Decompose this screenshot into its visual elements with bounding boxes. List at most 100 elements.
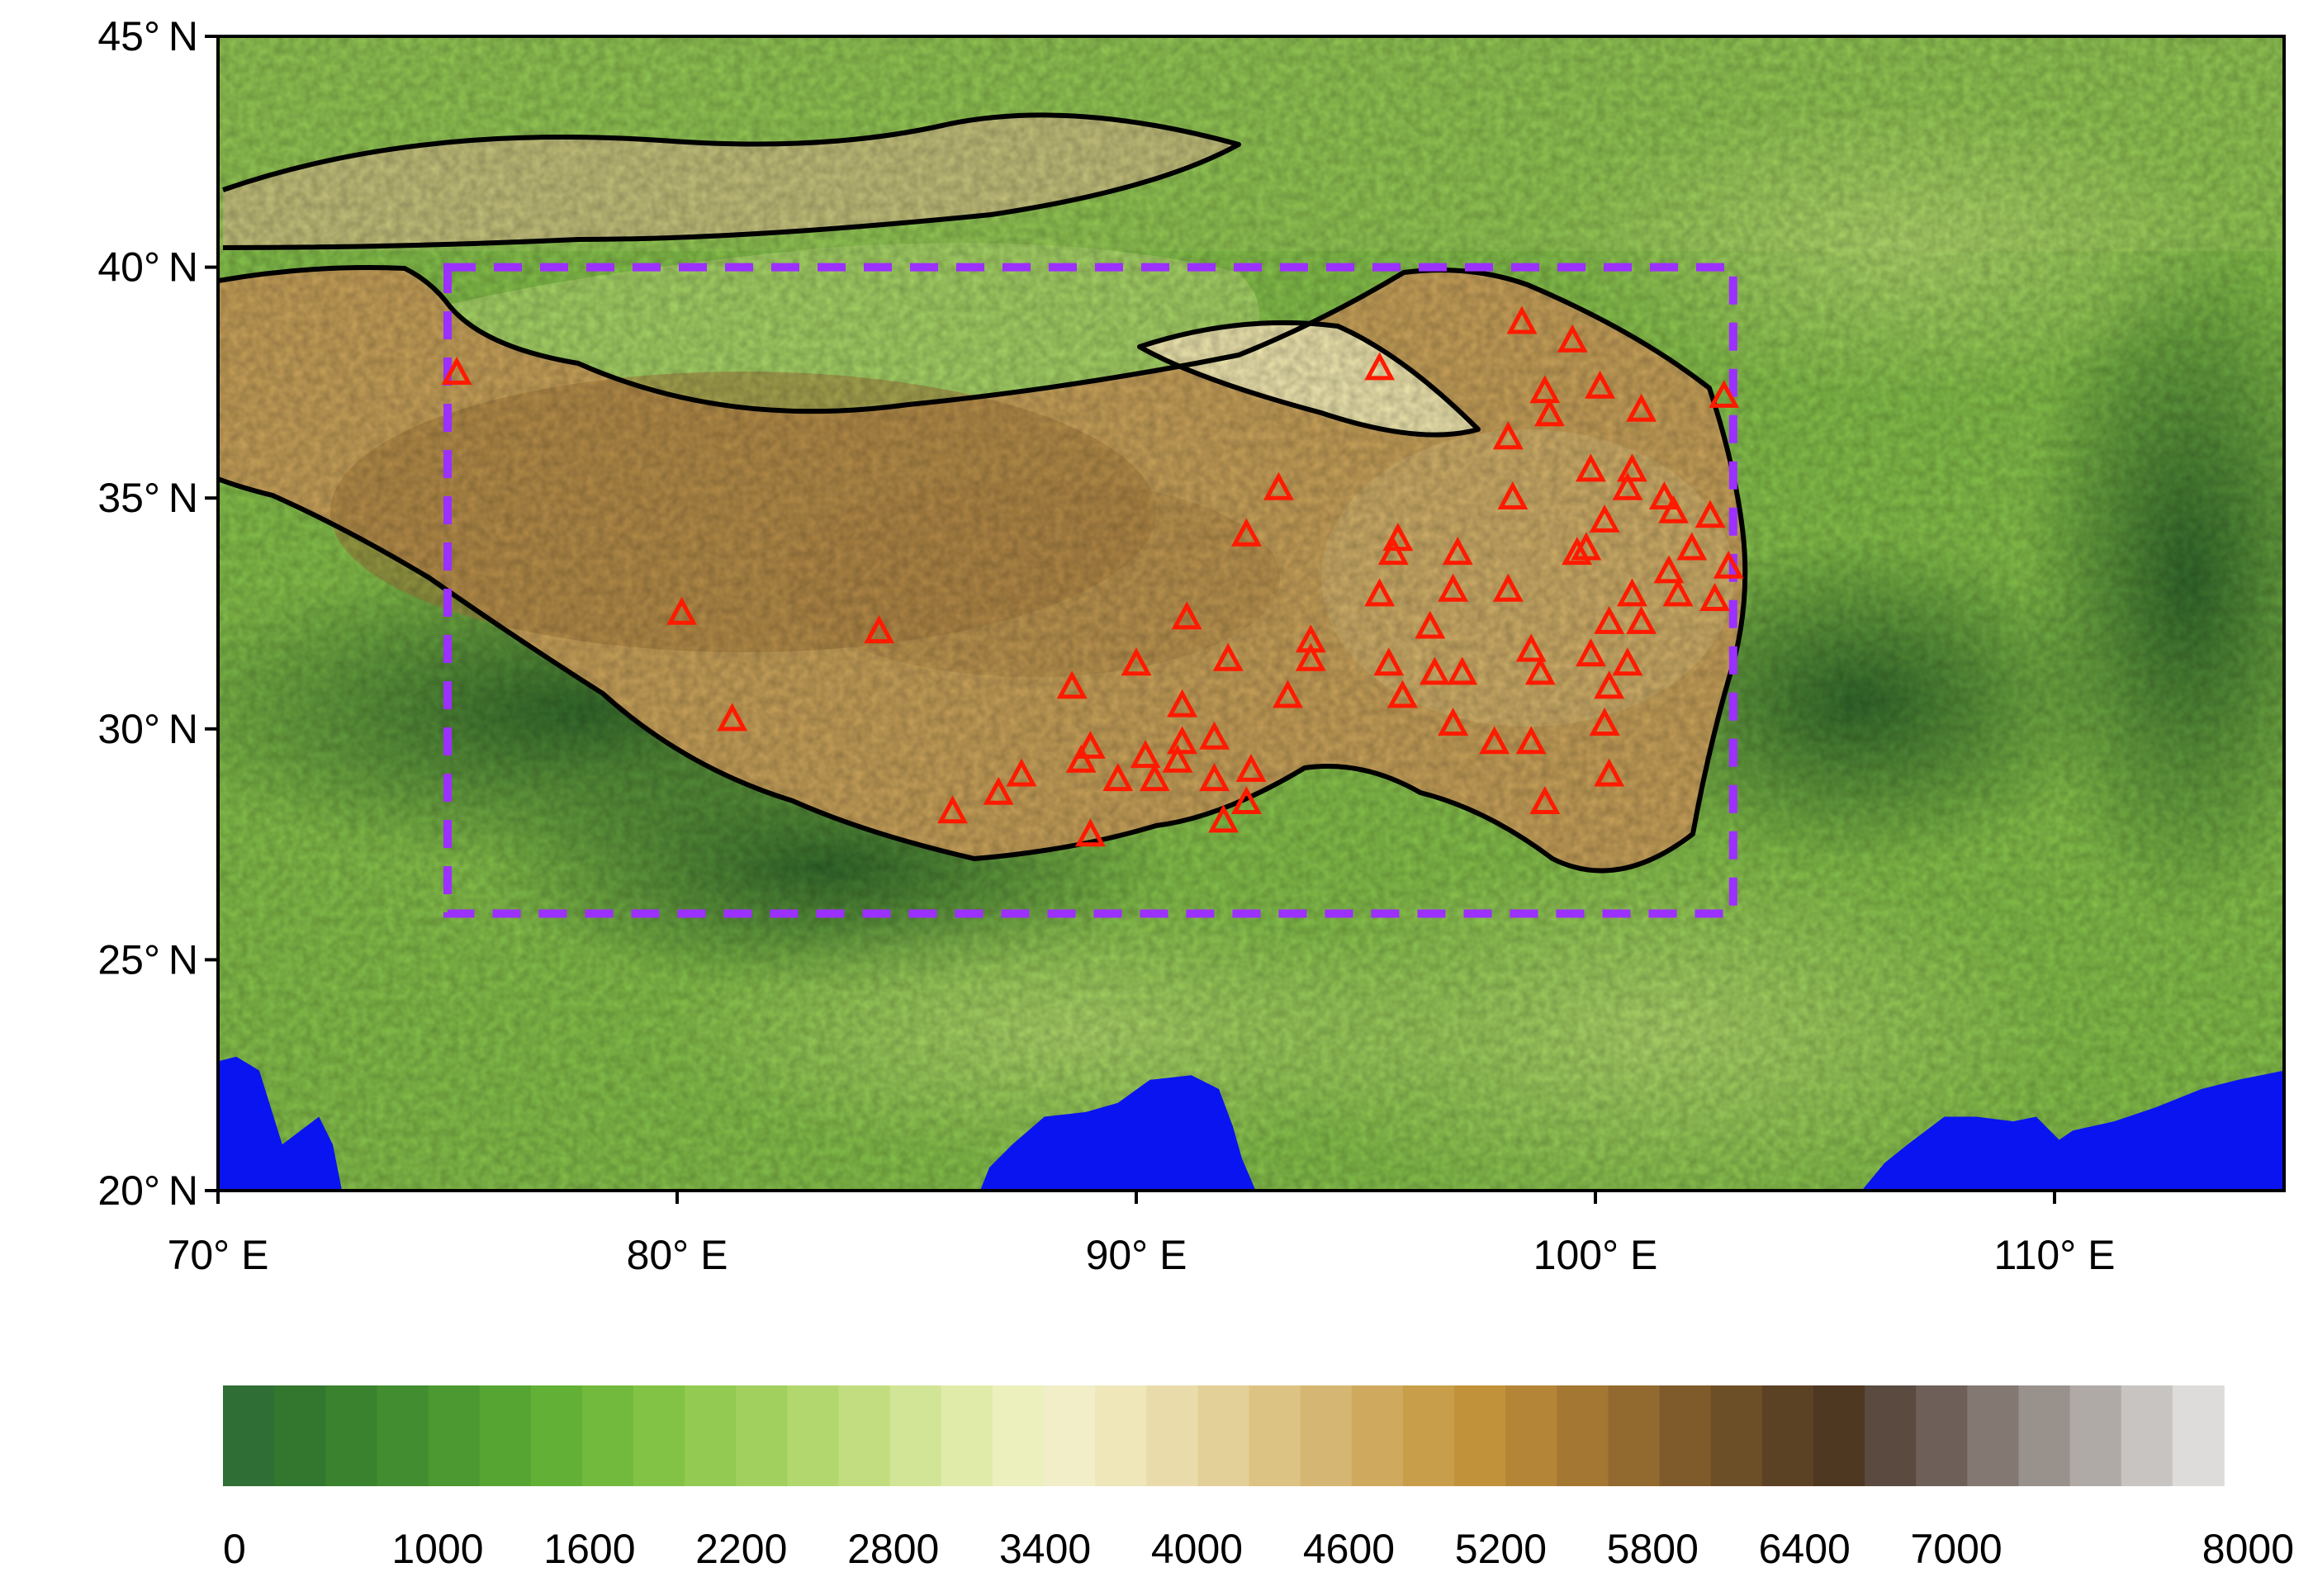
station-marker — [1364, 578, 1396, 607]
colorbar-swatch — [685, 1385, 737, 1486]
colorbar-swatch — [377, 1385, 429, 1486]
station-marker — [1386, 680, 1418, 708]
station-marker — [1231, 786, 1262, 814]
station-marker — [1212, 642, 1244, 671]
colorbar-label: 2800 — [847, 1526, 939, 1572]
station-marker — [1415, 610, 1446, 639]
colorbar-swatch — [223, 1385, 275, 1486]
qaidam-contour — [1137, 320, 1481, 438]
lat-tick-label: 20° N — [97, 1167, 198, 1214]
colorbar-label: 2200 — [695, 1526, 787, 1572]
station-marker — [983, 776, 1014, 805]
colorbar-label: 5200 — [1455, 1526, 1547, 1572]
station-marker — [1497, 481, 1529, 509]
station-marker — [1699, 582, 1730, 611]
map-frame — [216, 35, 2286, 1192]
colorbar-swatch — [1761, 1385, 1814, 1486]
colorbar-swatch — [633, 1385, 685, 1486]
station-marker — [1653, 555, 1685, 584]
station-marker — [1594, 758, 1625, 787]
terrain-map — [218, 36, 2284, 1191]
colorbar-swatch — [992, 1385, 1045, 1486]
colorbar-label: 8000 — [2202, 1526, 2294, 1572]
station-marker — [1529, 375, 1561, 404]
colorbar-swatch — [1454, 1385, 1507, 1486]
station-marker — [1529, 786, 1561, 814]
station-marker — [1562, 537, 1593, 566]
station-marker — [1075, 730, 1106, 759]
study-region — [443, 263, 1737, 918]
station-marker — [1272, 680, 1303, 708]
station-marker — [1167, 689, 1197, 717]
station-marker — [1662, 578, 1694, 607]
station-marker — [1420, 656, 1450, 685]
station-marker — [1515, 633, 1547, 662]
colorbar-label: 1600 — [543, 1526, 635, 1572]
station-marker — [1438, 707, 1469, 736]
lon-tick-label: 90° E — [1086, 1232, 1187, 1278]
station-marker — [1576, 453, 1606, 482]
colorbar-label: 6400 — [1759, 1526, 1851, 1572]
station-marker — [1382, 523, 1414, 552]
station-marker — [1130, 740, 1161, 769]
station-marker — [1442, 537, 1473, 566]
station-marker — [1506, 305, 1538, 334]
terrain-texture — [218, 36, 2284, 1191]
station-marker — [1006, 758, 1037, 787]
station-marker — [1208, 804, 1239, 833]
elevation-colorbar: 0 1000 1600 2200 2800 3400 4000 4600 5200 5800 640… — [223, 1385, 2294, 1572]
colorbar-label: 5800 — [1607, 1526, 1699, 1572]
colorbar-swatch — [1659, 1385, 1712, 1486]
colorbar-swatch — [274, 1385, 327, 1486]
station-marker — [1162, 744, 1193, 773]
station-marker — [1557, 324, 1588, 353]
colorbar-swatch — [1351, 1385, 1404, 1486]
station-marker — [1576, 638, 1606, 667]
station-marker — [1612, 471, 1643, 500]
colorbar-swatch — [787, 1385, 840, 1486]
station-marker — [864, 615, 895, 644]
colorbar-label: 3400 — [999, 1526, 1091, 1572]
station-marker — [1534, 398, 1565, 427]
study-region-box — [443, 263, 1737, 918]
colorbar-swatch — [1044, 1385, 1096, 1486]
station-marker — [1139, 763, 1170, 792]
station-marker — [1589, 707, 1620, 736]
colorbar-swatch — [1608, 1385, 1661, 1486]
ocean-area — [1861, 1070, 2284, 1191]
colorbar-label: 0 — [223, 1526, 246, 1572]
colorbar-swatch — [1197, 1385, 1250, 1486]
colorbar-swatch — [1300, 1385, 1353, 1486]
station-marker — [1658, 495, 1690, 523]
station-marker — [937, 795, 968, 824]
station-marker — [1612, 647, 1643, 676]
colorbar-label: 4600 — [1303, 1526, 1395, 1572]
station-layer — [441, 305, 1744, 847]
colorbar-swatch — [1916, 1385, 1969, 1486]
station-marker — [1447, 656, 1478, 685]
station-marker — [1199, 763, 1230, 792]
colorbar-swatch — [1710, 1385, 1763, 1486]
colorbar-swatch — [2018, 1385, 2071, 1486]
lon-tick-label: 110° E — [1994, 1232, 2116, 1278]
lat-tick-label: 45° N — [97, 13, 198, 59]
station-marker — [441, 356, 472, 385]
colorbar-swatch — [325, 1385, 378, 1486]
lat-tick-label: 35° N — [97, 475, 198, 521]
colorbar-swatch — [530, 1385, 583, 1486]
lat-tick-label: 30° N — [97, 706, 198, 752]
station-marker — [1594, 670, 1625, 699]
ocean-area — [218, 1056, 343, 1191]
station-marker — [1102, 763, 1134, 792]
station-marker — [1056, 670, 1088, 699]
station-marker — [1235, 753, 1267, 782]
lon-tick-label: 70° E — [168, 1232, 269, 1278]
lat-tick-label: 25° N — [97, 936, 198, 983]
lon-tick-label: 100° E — [1533, 1232, 1658, 1278]
colorbar-swatch — [1146, 1385, 1199, 1486]
station-marker — [1364, 352, 1396, 381]
colorbar-label: 7000 — [1910, 1526, 2002, 1572]
colorbar-swatch — [2069, 1385, 2122, 1486]
station-marker — [1065, 744, 1097, 773]
